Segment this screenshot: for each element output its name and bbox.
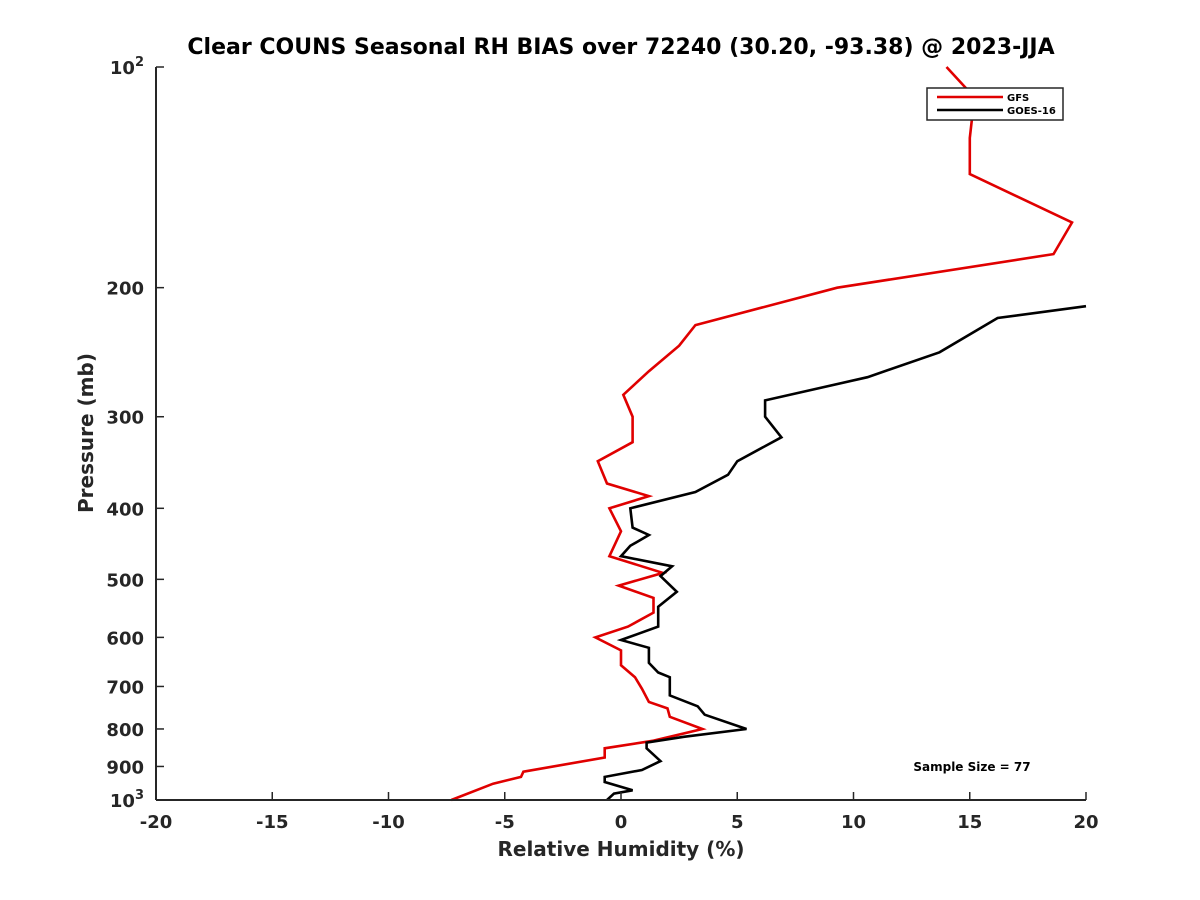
legend: GFS GOES-16 [926,87,1064,121]
chart-title: Clear COUNS Seasonal RH BIAS over 72240 … [187,35,1054,60]
x-tick-label: -15 [256,812,289,833]
series-line-gfs [450,66,1074,802]
y-tick-label: 102 [110,55,144,79]
plot-area [156,67,1086,800]
y-tick-label: 400 [106,499,144,520]
y-axis-label: Pressure (mb) [74,353,98,513]
sample-size-annotation: Sample Size = 77 [913,760,1030,774]
x-tick-label: 15 [957,812,982,833]
legend-label-goes16: GOES-16 [1007,106,1056,117]
x-axis-ticks: -20 -15 -10 -5 0 5 10 15 20 [140,792,1099,833]
y-tick-label: 500 [106,570,144,591]
y-tick-label: 600 [106,628,144,649]
x-tick-label: 20 [1073,812,1098,833]
x-tick-label: -5 [495,812,515,833]
y-tick-label: 103 [110,788,144,812]
x-tick-label: -20 [140,812,173,833]
x-tick-label: 0 [615,812,628,833]
x-tick-label: 5 [731,812,744,833]
x-tick-label: -10 [372,812,405,833]
y-tick-label: 900 [106,757,144,778]
x-tick-label: 10 [841,812,866,833]
legend-label-gfs: GFS [1007,93,1029,104]
y-tick-label: 700 [106,677,144,698]
y-tick-label: 300 [106,408,144,429]
y-axis-ticks: 102 200 300 400 500 600 700 800 900 103 [106,55,164,812]
y-tick-label: 800 [106,720,144,741]
series-line-goes16 [603,304,1087,801]
series-layer [450,66,1087,802]
x-axis-label: Relative Humidity (%) [497,837,744,861]
y-tick-label: 200 [106,279,144,300]
legend-box [926,87,1064,121]
